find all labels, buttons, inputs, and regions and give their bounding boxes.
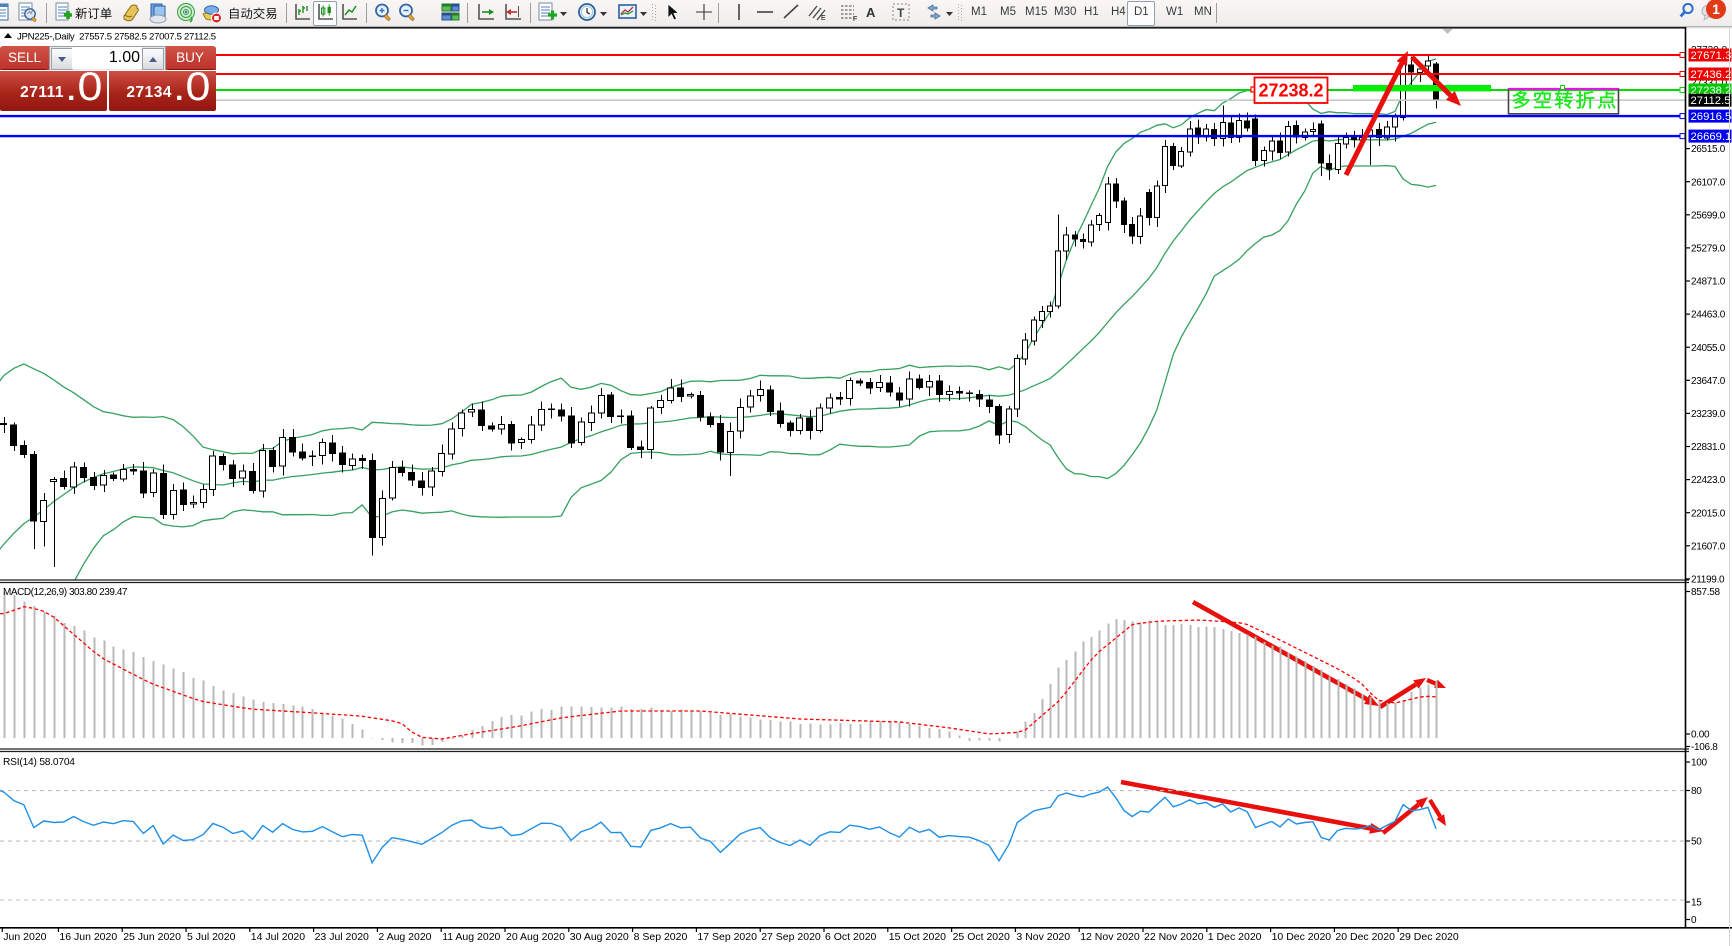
svg-text:23 Jul 2020: 23 Jul 2020 bbox=[315, 931, 369, 943]
svg-text:24871.0: 24871.0 bbox=[1691, 277, 1726, 288]
svg-text:6 Oct 2020: 6 Oct 2020 bbox=[825, 931, 877, 943]
svg-text:0: 0 bbox=[1691, 915, 1697, 926]
svg-text:17 Sep 2020: 17 Sep 2020 bbox=[697, 931, 757, 943]
svg-text:27112.5: 27112.5 bbox=[1691, 95, 1731, 107]
svg-text:30 Aug 2020: 30 Aug 2020 bbox=[570, 931, 629, 943]
svg-text:22 Nov 2020: 22 Nov 2020 bbox=[1144, 931, 1204, 943]
svg-text:26515.0: 26515.0 bbox=[1691, 144, 1726, 155]
svg-text:80: 80 bbox=[1691, 786, 1702, 797]
svg-text:0.00: 0.00 bbox=[1691, 730, 1710, 741]
svg-text:27671.3: 27671.3 bbox=[1691, 50, 1732, 62]
svg-text:11 Aug 2020: 11 Aug 2020 bbox=[442, 931, 500, 943]
svg-text:25699.0: 25699.0 bbox=[1691, 210, 1726, 221]
svg-text:2 Aug 2020: 2 Aug 2020 bbox=[378, 931, 431, 943]
svg-text:22423.0: 22423.0 bbox=[1691, 475, 1726, 486]
svg-text:100: 100 bbox=[1691, 758, 1708, 769]
svg-text:24463.0: 24463.0 bbox=[1691, 310, 1726, 321]
svg-text:JPN225-,Daily 27557.5 27582.5: JPN225-,Daily 27557.5 27582.5 27007.5 27… bbox=[17, 32, 216, 43]
svg-text:22015.0: 22015.0 bbox=[1691, 508, 1726, 519]
svg-text:-106.8: -106.8 bbox=[1691, 742, 1718, 753]
svg-text:26916.5: 26916.5 bbox=[1691, 111, 1732, 123]
svg-text:22831.0: 22831.0 bbox=[1691, 442, 1726, 453]
svg-text:50: 50 bbox=[1691, 837, 1702, 848]
svg-text:857.58: 857.58 bbox=[1691, 587, 1721, 598]
svg-text:12 Nov 2020: 12 Nov 2020 bbox=[1080, 931, 1140, 943]
svg-text:E: E bbox=[821, 15, 826, 22]
svg-text:Jun 2020: Jun 2020 bbox=[3, 931, 46, 943]
svg-text:RSI(14) 58.0704: RSI(14) 58.0704 bbox=[3, 757, 75, 768]
svg-text:20 Aug 2020: 20 Aug 2020 bbox=[506, 931, 565, 943]
svg-text:24055.0: 24055.0 bbox=[1691, 343, 1726, 354]
svg-text:15 Oct 2020: 15 Oct 2020 bbox=[889, 931, 946, 943]
svg-text:MACD(12,26,9) 303.80 239.47: MACD(12,26,9) 303.80 239.47 bbox=[3, 587, 128, 598]
svg-text:27436.2: 27436.2 bbox=[1691, 69, 1732, 81]
svg-text:3 Nov 2020: 3 Nov 2020 bbox=[1016, 931, 1070, 943]
svg-text:29 Dec 2020: 29 Dec 2020 bbox=[1399, 931, 1459, 943]
svg-text:27 Sep 2020: 27 Sep 2020 bbox=[761, 931, 821, 943]
svg-text:16 Jun 2020: 16 Jun 2020 bbox=[59, 931, 117, 943]
svg-text:15: 15 bbox=[1691, 898, 1702, 909]
svg-text:21607.0: 21607.0 bbox=[1691, 541, 1726, 552]
svg-text:14 Jul 2020: 14 Jul 2020 bbox=[251, 931, 305, 943]
svg-text:F: F bbox=[853, 16, 857, 23]
svg-text:8 Sep 2020: 8 Sep 2020 bbox=[634, 931, 688, 943]
svg-text:T: T bbox=[897, 6, 905, 20]
svg-text:10 Dec 2020: 10 Dec 2020 bbox=[1272, 931, 1332, 943]
svg-text:25279.0: 25279.0 bbox=[1691, 244, 1726, 255]
svg-text:20 Dec 2020: 20 Dec 2020 bbox=[1335, 931, 1395, 943]
svg-text:25 Oct 2020: 25 Oct 2020 bbox=[953, 931, 1010, 943]
svg-text:25 Jun 2020: 25 Jun 2020 bbox=[123, 931, 181, 943]
svg-text:5 Jul 2020: 5 Jul 2020 bbox=[187, 931, 236, 943]
svg-text:21199.0: 21199.0 bbox=[1691, 575, 1725, 586]
svg-text:23647.0: 23647.0 bbox=[1691, 376, 1726, 387]
svg-text:27238.2: 27238.2 bbox=[1258, 81, 1323, 101]
svg-text:23239.0: 23239.0 bbox=[1691, 409, 1726, 420]
svg-text:26107.0: 26107.0 bbox=[1691, 177, 1726, 188]
svg-text:1 Dec 2020: 1 Dec 2020 bbox=[1208, 931, 1262, 943]
svg-text:26669.1: 26669.1 bbox=[1691, 131, 1732, 143]
